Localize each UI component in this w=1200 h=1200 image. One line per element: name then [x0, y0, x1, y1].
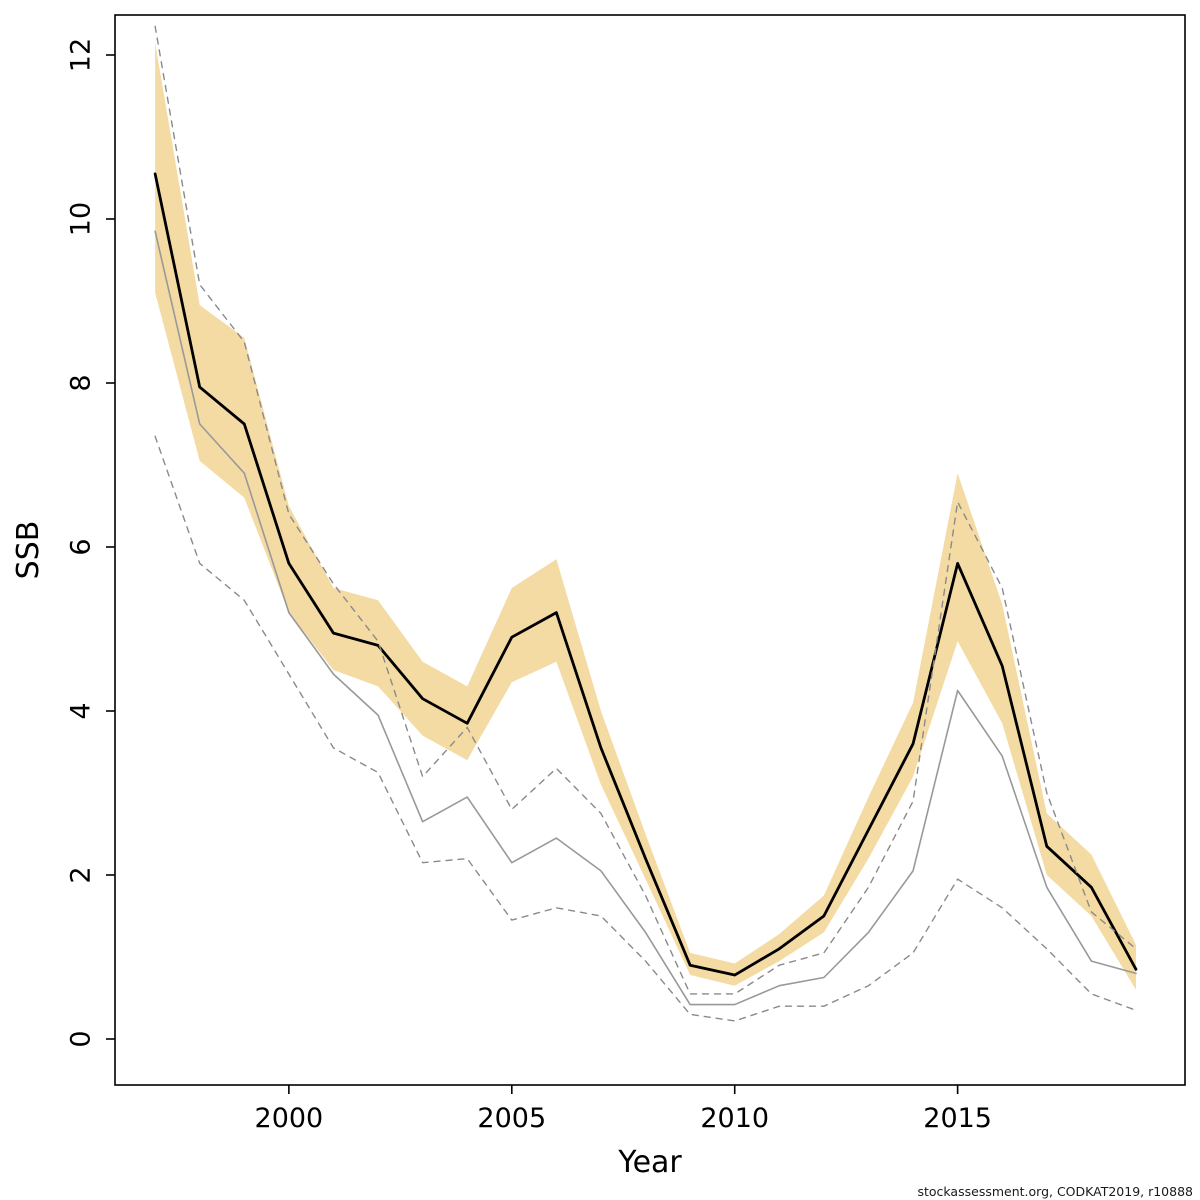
x-tick-label: 2015 — [923, 1103, 992, 1134]
y-tick-label: 12 — [66, 38, 97, 72]
alt-lower-ci-line — [154, 435, 1137, 1022]
y-tick-label: 6 — [66, 538, 97, 555]
y-tick-label: 8 — [66, 374, 97, 391]
ssb-confidence-band — [155, 42, 1136, 990]
alt-upper-ci-line — [154, 25, 1137, 995]
axis-layer: 2000 2005 2010 2015 0 2 4 6 8 10 12 — [66, 38, 992, 1134]
x-tick-label: 2010 — [700, 1103, 769, 1134]
footer-credit: stockassessment.org, CODKAT2019, r10888 — [917, 1184, 1193, 1199]
series-line-layer — [153, 25, 1138, 1022]
alt-estimate-line — [154, 230, 1137, 1006]
y-tick-label: 2 — [66, 866, 97, 883]
plot-frame — [114, 14, 1186, 1086]
x-tick-label: 2005 — [477, 1103, 546, 1134]
x-axis-title: Year — [617, 1145, 682, 1180]
y-tick-label: 10 — [66, 202, 97, 236]
ssb-estimate-line — [153, 172, 1138, 977]
y-tick-label: 4 — [66, 702, 97, 719]
confidence-band-layer — [155, 42, 1136, 990]
y-tick-label: 0 — [66, 1030, 97, 1047]
y-axis-title: SSB — [11, 521, 46, 580]
x-tick-label: 2000 — [255, 1103, 324, 1134]
